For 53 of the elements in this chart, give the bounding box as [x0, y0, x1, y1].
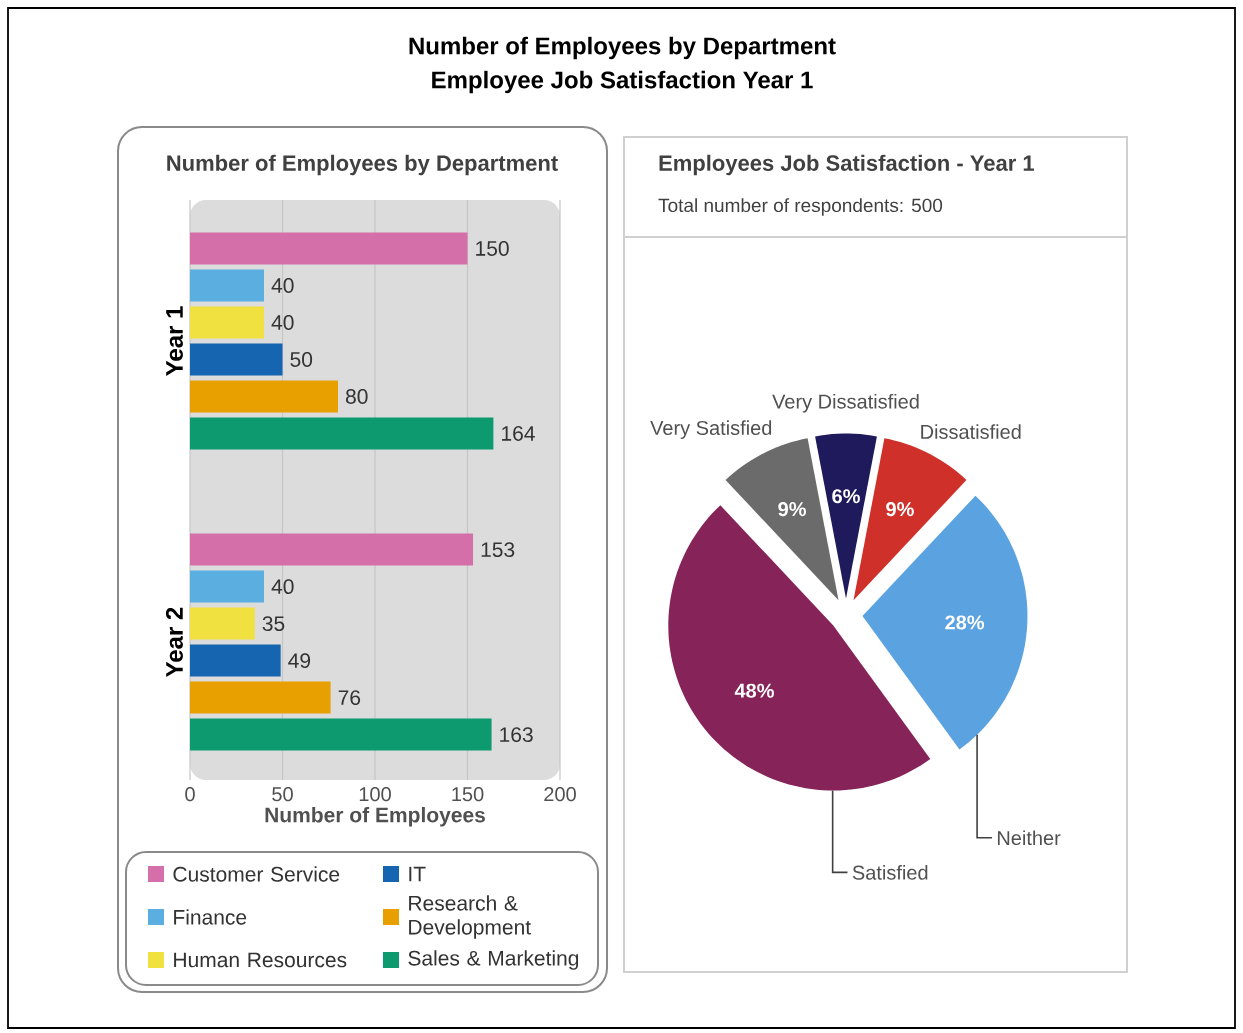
- data-label: 153: [481, 542, 515, 558]
- bar: [190, 570, 265, 603]
- data-label: 6%: [832, 489, 860, 504]
- bar: [190, 681, 331, 714]
- chart-title: Employees Job Satisfaction - Year 1: [659, 154, 1034, 176]
- data-label: 48%: [734, 683, 774, 698]
- x-axis-title: Number of Employees: [265, 806, 485, 827]
- bar: [190, 417, 494, 450]
- chart-subtitle: Total number of respondents: 500: [658, 198, 943, 216]
- legend-label: Customer Service: [173, 866, 340, 882]
- data-label: 9%: [778, 502, 806, 517]
- data-label: 80: [345, 389, 368, 404]
- x-tick-label: 150: [452, 787, 484, 802]
- x-tick-label: 200: [544, 787, 576, 802]
- slice-label: Neither: [997, 830, 1061, 846]
- bar: [190, 232, 468, 265]
- data-label: 163: [500, 727, 533, 743]
- bar: [190, 306, 265, 339]
- legend-label: Human Resources: [174, 952, 347, 968]
- data-label: 40: [271, 315, 294, 330]
- data-label: 150: [476, 241, 509, 256]
- bar: [190, 644, 281, 677]
- y-tick-label: Year 1: [166, 306, 183, 376]
- bar: [190, 380, 339, 413]
- bar: [190, 718, 492, 751]
- data-label: 76: [338, 690, 361, 706]
- data-label: 35: [262, 616, 285, 632]
- x-tick-label: 100: [359, 787, 391, 802]
- x-tick-label: 0: [185, 787, 195, 802]
- legend-label: Finance: [174, 909, 247, 925]
- data-label: 164: [502, 426, 535, 441]
- data-label: 28%: [945, 615, 985, 630]
- slice-label: Dissatisfied: [921, 424, 1021, 439]
- legend-label: Research & Development: [409, 895, 531, 939]
- data-label: 40: [271, 278, 294, 293]
- x-tick-label: 50: [272, 787, 293, 802]
- data-label: 49: [288, 653, 311, 669]
- text: Employee Job Satisfaction Year 1: [432, 70, 813, 94]
- text: Number of Employees by Department: [409, 36, 836, 60]
- bar: [190, 269, 265, 302]
- slice-label: Satisfied: [852, 865, 928, 880]
- data-label: 50: [290, 352, 313, 367]
- data-label: 9%: [886, 502, 914, 517]
- data-label: 40: [271, 579, 294, 595]
- legend-label: IT: [409, 866, 426, 882]
- bar: [190, 533, 474, 566]
- bar: [190, 607, 255, 640]
- legend-label: Sales & Marketing: [408, 950, 579, 970]
- slice-label: Very Satisfied: [650, 420, 772, 439]
- chart-title: Number of Employees by Department: [167, 154, 558, 176]
- slice-label: Very Dissatisfied: [772, 393, 919, 413]
- bar: [190, 343, 283, 376]
- y-tick-label: Year 2: [165, 607, 183, 678]
